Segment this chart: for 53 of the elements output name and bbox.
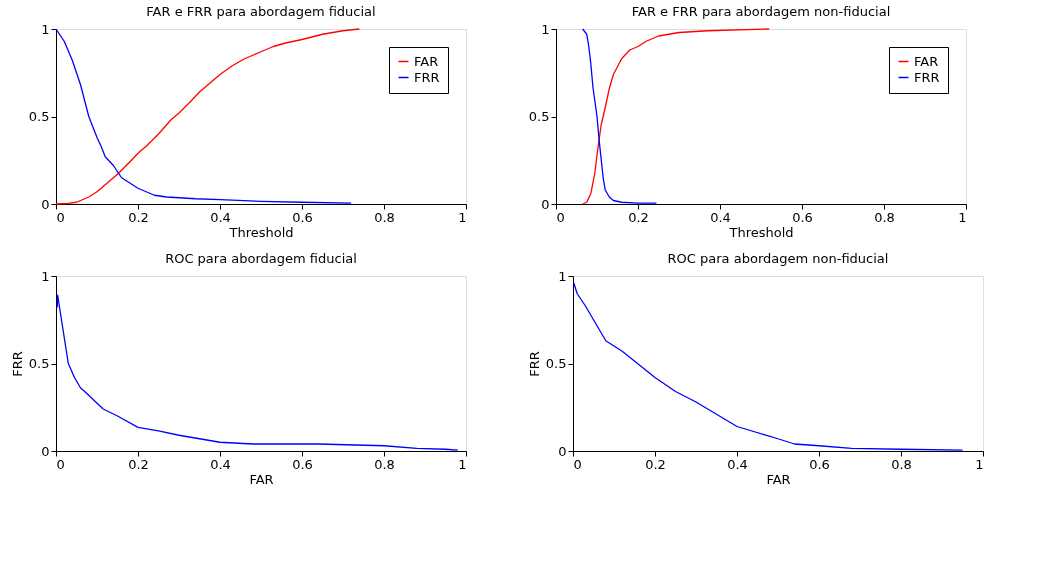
y-tick-label: 0.5 [545, 356, 567, 371]
x-tick-label: 0.2 [645, 456, 666, 472]
x-tick-label: 1 [458, 456, 467, 472]
chart-title: FAR e FRR para abordagem non-fiducial [631, 4, 891, 19]
x-tick-label: 0 [573, 456, 582, 472]
x-tick-label: 0.2 [628, 209, 649, 225]
x-axis-title: Threshold [728, 224, 794, 240]
y-tick-label: 0.5 [28, 109, 50, 124]
y-tick-label: 0 [558, 443, 567, 459]
y-axis-title: FRR [9, 351, 25, 377]
legend-label: FAR [414, 53, 439, 69]
x-tick-label: 0.6 [809, 456, 830, 472]
x-tick-label: 0.8 [374, 456, 395, 472]
y-tick-label: 0.5 [528, 109, 550, 124]
x-axis-title: FAR [766, 471, 791, 487]
y-axis-title: FRR [526, 351, 542, 377]
x-tick-label: 0.8 [874, 209, 895, 225]
x-tick-label: 0.2 [128, 456, 149, 472]
y-tick-label: 0 [41, 196, 50, 212]
x-axis-title: FAR [249, 471, 274, 487]
y-tick-label: 0 [541, 196, 550, 212]
x-tick-label: 1 [458, 209, 467, 225]
x-axis-title: Threshold [228, 224, 294, 240]
x-tick-label: 0 [56, 456, 65, 472]
x-tick-label: 0.4 [210, 209, 231, 225]
y-tick-label: 0 [41, 443, 50, 459]
line-series [582, 28, 770, 205]
x-tick-label: 0.6 [792, 209, 813, 225]
legend-label: FRR [914, 69, 940, 85]
x-tick-label: 0.2 [128, 209, 149, 225]
x-tick-label: 0.4 [727, 456, 748, 472]
line-series [573, 282, 964, 451]
y-tick-label: 0.5 [28, 356, 50, 371]
x-tick-label: 0.6 [292, 456, 313, 472]
line-series [582, 28, 658, 204]
y-tick-label: 1 [541, 21, 550, 37]
chart-title: FAR e FRR para abordagem fiducial [146, 4, 376, 19]
y-tick-label: 1 [41, 21, 50, 37]
x-tick-label: 1 [958, 209, 967, 225]
chart-title: ROC para abordagem non-fiducial [667, 251, 889, 266]
x-tick-label: 0.8 [891, 456, 912, 472]
x-tick-label: 0 [56, 209, 65, 225]
chart-title: ROC para abordagem fiducial [165, 251, 357, 266]
line-series [56, 294, 459, 451]
x-tick-label: 0.4 [710, 209, 731, 225]
x-tick-label: 1 [975, 456, 984, 472]
x-tick-label: 0.6 [292, 209, 313, 225]
x-tick-label: 0.4 [210, 456, 231, 472]
legend-label: FRR [414, 69, 440, 85]
legend-label: FAR [914, 53, 939, 69]
y-tick-label: 1 [558, 268, 567, 284]
x-tick-label: 0.8 [374, 209, 395, 225]
y-tick-label: 1 [41, 268, 50, 284]
